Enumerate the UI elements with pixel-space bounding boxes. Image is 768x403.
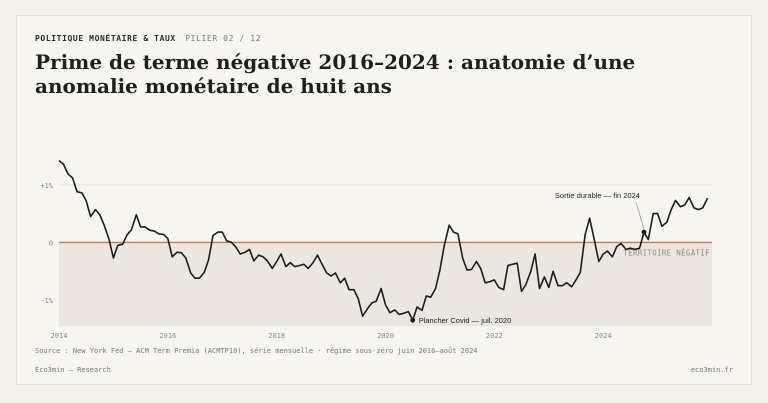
- kicker: POLITIQUE MONÉTAIRE & TAUX PILIER 02 / 1…: [35, 34, 261, 43]
- exit-annotation-point: [641, 229, 647, 235]
- y-axis: +1% 0 -1%: [40, 182, 53, 305]
- site-link[interactable]: eco3min.fr: [690, 366, 733, 374]
- negative-zone: [59, 242, 712, 326]
- exit-annotation-label: Sortie durable — fin 2024: [555, 191, 640, 200]
- covid-annotation-point: [410, 317, 416, 323]
- section-label: POLITIQUE MONÉTAIRE & TAUX: [35, 34, 176, 43]
- page-title: Prime de terme négative 2016–2024 : anat…: [35, 50, 636, 98]
- x-tick-label: 2016: [159, 332, 176, 340]
- covid-annotation-label: Plancher Covid — juil. 2020: [419, 316, 512, 325]
- negative-zone-label: TERRITOIRE NÉGATIF: [623, 248, 710, 257]
- x-tick-label: 2024: [595, 332, 612, 340]
- exit-annotation-leader: [635, 201, 645, 230]
- x-tick-label: 2020: [377, 332, 394, 340]
- x-tick-label: 2022: [486, 332, 503, 340]
- x-tick-label: 2018: [268, 332, 285, 340]
- chart-card: POLITIQUE MONÉTAIRE & TAUX PILIER 02 / 1…: [16, 15, 752, 385]
- y-tick-label: 0: [49, 239, 53, 247]
- term-premium-chart: +1% 0 -1% 2014 2016 2018 2020 2022 2024 TERRITO…: [40, 159, 712, 340]
- source-note: Source : New York Fed — ACM Term Premia …: [35, 347, 478, 355]
- y-tick-label: +1%: [40, 182, 53, 190]
- x-tick-label: 2014: [51, 332, 68, 340]
- term-premium-line: [58, 159, 709, 321]
- brand-label: Eco3min — Research: [35, 366, 111, 374]
- pillar-label: PILIER 02 / 12: [185, 34, 262, 43]
- annotations: Sortie durable — fin 2024 Plancher Covid …: [410, 191, 647, 325]
- y-tick-label: -1%: [40, 297, 53, 305]
- x-axis: 2014 2016 2018 2020 2022 2024: [51, 332, 612, 340]
